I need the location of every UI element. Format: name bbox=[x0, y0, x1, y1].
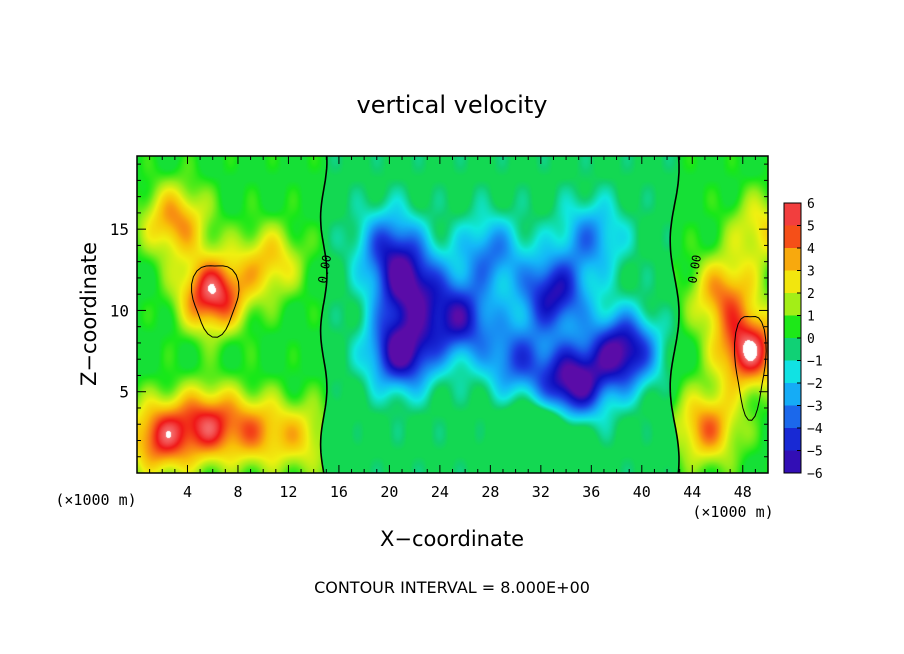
x-tick-label: 28 bbox=[481, 483, 499, 501]
heatmap-image bbox=[137, 156, 768, 473]
x-tick-label: 36 bbox=[582, 483, 600, 501]
colorbar-tick-label: 6 bbox=[807, 197, 815, 212]
colorbar-tick-label: −4 bbox=[807, 422, 823, 437]
x-tick-label: 24 bbox=[431, 483, 449, 501]
zero-contour-right bbox=[669, 155, 680, 474]
colorbar-swatch bbox=[784, 383, 801, 406]
x-tick-label: 44 bbox=[683, 483, 701, 501]
colorbar: 6 5 4 3 2 1 0 −1 −2 −3 −4 −5 −6 bbox=[783, 197, 823, 482]
colorbar-swatch bbox=[784, 293, 801, 316]
x-tick-label: 32 bbox=[532, 483, 550, 501]
inner-contour-updraft bbox=[191, 265, 240, 338]
y-tick-label: 5 bbox=[119, 383, 129, 402]
x-tick-label: 48 bbox=[734, 483, 752, 501]
colorbar-swatch bbox=[784, 338, 801, 361]
x-tick-label: 40 bbox=[633, 483, 651, 501]
x-tick-label: 16 bbox=[330, 483, 348, 501]
chart-title: vertical velocity bbox=[357, 91, 548, 119]
inner-contour-right-updraft bbox=[734, 315, 767, 421]
colorbar-tick-label: 2 bbox=[807, 287, 815, 302]
colorbar-tick-label: −1 bbox=[807, 355, 823, 370]
x-unit-label: (×1000 m) bbox=[55, 491, 136, 509]
plot-area: 0.00 0.00 bbox=[136, 155, 769, 474]
colorbar-swatch bbox=[784, 248, 801, 271]
contour-interval-footer: CONTOUR INTERVAL = 8.000E+00 bbox=[314, 578, 590, 597]
y-tick-label: 15 bbox=[110, 220, 129, 239]
colorbar-swatch bbox=[784, 225, 801, 249]
colorbar-tick-label: 0 bbox=[807, 332, 815, 347]
x-unit-label-right: (×1000 m) bbox=[692, 503, 773, 521]
x-tick-label: 4 bbox=[183, 483, 192, 501]
colorbar-tick-label: −5 bbox=[807, 445, 823, 460]
colorbar-swatch bbox=[784, 428, 801, 451]
x-tick-label: 8 bbox=[233, 483, 242, 501]
y-tick-label: 10 bbox=[110, 301, 129, 320]
x-axis-label: X−coordinate bbox=[380, 527, 524, 551]
x-axis: 4 8 12 16 20 24 28 32 36 40 44 48 bbox=[149, 156, 756, 501]
colorbar-swatch bbox=[784, 270, 801, 294]
colorbar-tick-label: −6 bbox=[807, 467, 823, 482]
colorbar-tick-label: 5 bbox=[807, 220, 815, 235]
colorbar-swatch bbox=[784, 203, 801, 226]
colorbar-tick-label: −3 bbox=[807, 400, 823, 415]
y-axis: 5 10 15 bbox=[110, 163, 768, 458]
zero-contour-left bbox=[319, 155, 328, 474]
contour-label: 0.00 bbox=[315, 254, 334, 285]
colorbar-swatch bbox=[784, 360, 801, 384]
colorbar-tick-label: −2 bbox=[807, 377, 823, 392]
y-axis-label: Z−coordinate bbox=[77, 242, 101, 386]
x-tick-label: 20 bbox=[380, 483, 398, 501]
colorbar-tick-label: 4 bbox=[807, 242, 815, 257]
colorbar-swatch bbox=[784, 315, 801, 339]
contour-label: 0.00 bbox=[685, 254, 704, 285]
colorbar-tick-label: 1 bbox=[807, 310, 815, 325]
colorbar-swatch bbox=[784, 450, 801, 474]
colorbar-tick-label: 3 bbox=[807, 265, 815, 280]
colorbar-swatch bbox=[784, 405, 801, 429]
x-tick-label: 12 bbox=[279, 483, 297, 501]
